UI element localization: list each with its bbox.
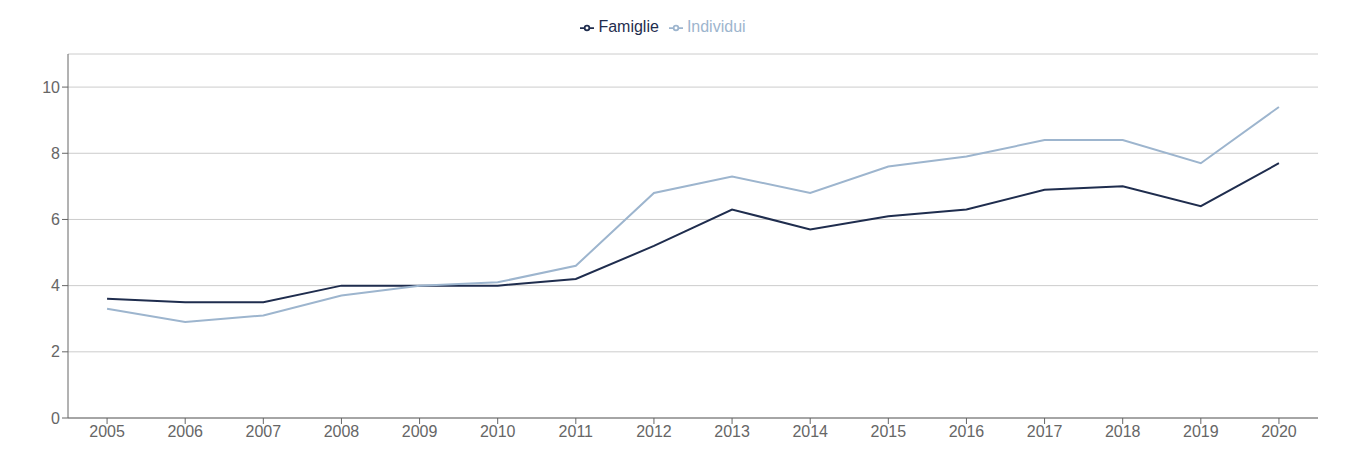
html-text:Famiglie: Famiglie <box>598 18 659 35</box>
svg-text:2014: 2014 <box>792 423 828 440</box>
svg-text:2007: 2007 <box>246 423 282 440</box>
svg-text:2010: 2010 <box>480 423 516 440</box>
svg-text:2020: 2020 <box>1261 423 1297 440</box>
svg-text:2006: 2006 <box>167 423 203 440</box>
svg-text:6: 6 <box>51 211 60 228</box>
svg-text:0: 0 <box>51 410 60 427</box>
svg-text:2016: 2016 <box>949 423 985 440</box>
svg-text:2009: 2009 <box>402 423 438 440</box>
svg-text:2: 2 <box>51 343 60 360</box>
svg-text:2019: 2019 <box>1183 423 1219 440</box>
svg-text:10: 10 <box>42 79 60 96</box>
svg-text:4: 4 <box>51 277 60 294</box>
svg-text:2013: 2013 <box>714 423 750 440</box>
html-text:Individui: Individui <box>686 18 746 35</box>
svg-text:2008: 2008 <box>324 423 360 440</box>
svg-text:2018: 2018 <box>1105 423 1141 440</box>
svg-text:2012: 2012 <box>636 423 672 440</box>
svg-text:2011: 2011 <box>559 423 594 440</box>
svg-text:2005: 2005 <box>89 423 125 440</box>
svg-text:8: 8 <box>51 145 60 162</box>
svg-text:2017: 2017 <box>1027 423 1063 440</box>
svg-text:2015: 2015 <box>871 423 907 440</box>
